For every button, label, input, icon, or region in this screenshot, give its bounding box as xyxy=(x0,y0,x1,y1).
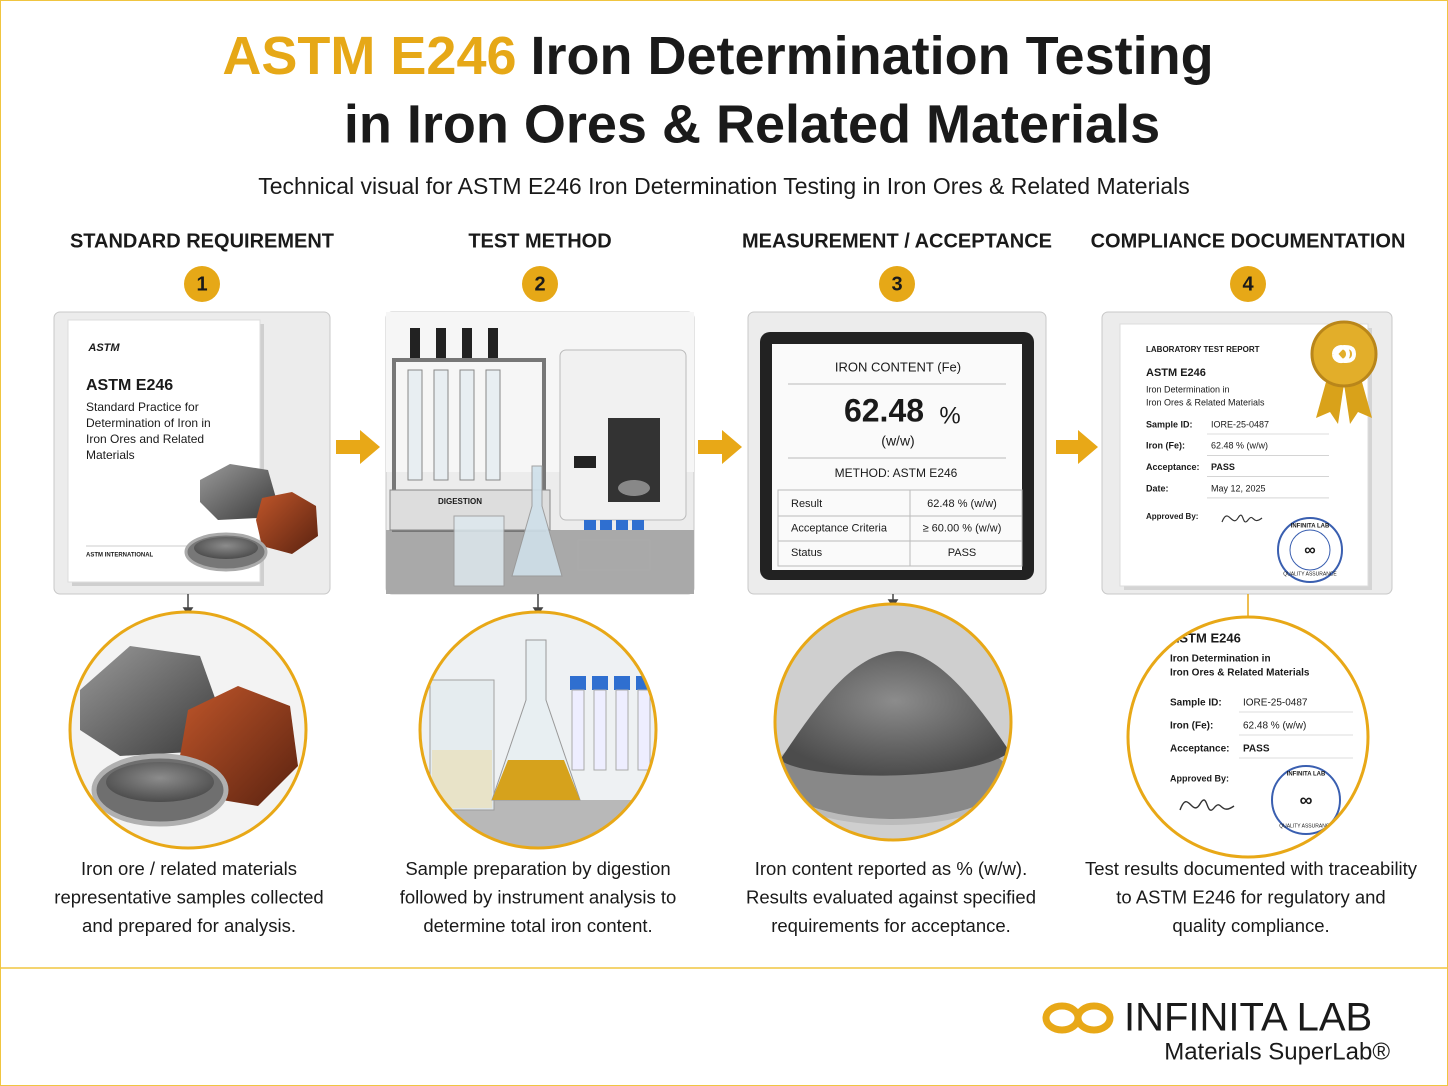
step-description: quality compliance. xyxy=(1172,915,1329,936)
approved-label: Approved By: xyxy=(1170,773,1229,783)
zoom-rings xyxy=(68,602,1370,859)
step-number: 3 xyxy=(891,273,902,295)
step-description: followed by instrument analysis to xyxy=(400,886,677,907)
row-value: 62.48 % (w/w) xyxy=(927,498,997,510)
step-heading: COMPLIANCE DOCUMENTATION xyxy=(1091,230,1406,252)
step-heading: STANDARD REQUIREMENT xyxy=(70,230,334,252)
step-heading: TEST METHOD xyxy=(468,230,611,252)
samples-zoom xyxy=(71,613,305,847)
step-description: Test results documented with traceabilit… xyxy=(1085,858,1418,879)
step-description: determine total iron content. xyxy=(423,915,652,936)
step-badge xyxy=(1230,266,1266,302)
svg-text:∞: ∞ xyxy=(1304,542,1315,559)
display-heading: IRON CONTENT (Fe) xyxy=(835,359,961,374)
display-value-unit: % xyxy=(939,402,960,429)
step-number: 1 xyxy=(196,273,207,295)
doc-title: Iron Ores and Related xyxy=(86,432,204,446)
row-label: Acceptance Criteria xyxy=(791,522,888,534)
powder-zoom xyxy=(776,605,1010,839)
flow-arrows xyxy=(336,430,1098,464)
row-label: Result xyxy=(791,498,822,510)
field-value: 62.48 % (w/w) xyxy=(1211,441,1268,451)
doc-title: Standard Practice for xyxy=(86,400,199,414)
field-label: Sample ID: xyxy=(1146,419,1193,429)
subtitle: Technical visual for ASTM E246 Iron Dete… xyxy=(258,173,1190,199)
test-report: LABORATORY TEST REPORT ASTM E246 Iron De… xyxy=(1119,320,1378,590)
report-title: Iron Ores & Related Materials xyxy=(1146,397,1265,407)
field-label: Date: xyxy=(1146,483,1169,493)
step-badge xyxy=(879,266,915,302)
title-line: in Iron Ores & Related Materials xyxy=(344,94,1160,154)
descriptions: Iron ore / related materials representati… xyxy=(54,858,1418,936)
step-description: and prepared for analysis. xyxy=(82,915,296,936)
step-number: 4 xyxy=(1242,273,1254,295)
result-display: IRON CONTENT (Fe) 62.48 % (w/w) METHOD: … xyxy=(760,332,1034,580)
field-label: Acceptance: xyxy=(1170,744,1229,755)
seal-text: INFINITA LAB xyxy=(1291,524,1330,530)
apparatus: DIGESTION xyxy=(386,312,694,594)
field-value: IORE-25-0487 xyxy=(1243,698,1308,709)
title-text: Iron Determination Testing xyxy=(531,26,1214,86)
field-label: Acceptance: xyxy=(1146,462,1200,472)
step-badge xyxy=(184,266,220,302)
standard-document: ASTM ASTM E246 Standard Practice for Dete… xyxy=(67,319,318,586)
brand-name: INFINITA LAB xyxy=(1124,996,1372,1040)
row-value: ≥ 60.00 % (w/w) xyxy=(923,522,1002,534)
field-label: Sample ID: xyxy=(1170,698,1222,709)
field-value: PASS xyxy=(1243,744,1270,755)
brand-logo xyxy=(1042,1002,1114,1034)
report-code: ASTM E246 xyxy=(1146,367,1206,379)
display-unit: (w/w) xyxy=(881,433,914,449)
step-description: Sample preparation by digestion xyxy=(405,858,670,879)
astm-logo: ASTM xyxy=(87,342,120,354)
seal-text: QUALITY ASSURANCE xyxy=(1279,823,1333,829)
row-value: PASS xyxy=(948,547,977,559)
title-accent: ASTM E246 xyxy=(222,26,516,86)
display-value: 62.48 xyxy=(844,392,924,428)
row-label: Status xyxy=(791,547,823,559)
apparatus-label: DIGESTION xyxy=(438,497,482,506)
svg-text:∞: ∞ xyxy=(1300,790,1313,810)
report-title: Iron Ores & Related Materials xyxy=(1170,668,1310,679)
doc-publisher: ASTM INTERNATIONAL xyxy=(86,553,154,559)
seal-text: QUALITY ASSURANCE xyxy=(1283,571,1337,577)
step-description: Results evaluated against specified xyxy=(746,886,1036,907)
step-description: Iron content reported as % (w/w). xyxy=(755,858,1027,879)
step-number: 2 xyxy=(534,273,545,295)
step-description: representative samples collected xyxy=(54,886,323,907)
step-badge xyxy=(522,266,558,302)
field-value: 62.48 % (w/w) xyxy=(1243,721,1306,732)
report-heading: LABORATORY TEST REPORT xyxy=(1146,345,1260,354)
display-method: METHOD: ASTM E246 xyxy=(835,466,958,480)
brand-tagline: Materials SuperLab® xyxy=(1164,1038,1390,1065)
steps: STANDARD REQUIREMENT 1 TEST METHOD 2 MEASURE… xyxy=(70,230,1405,302)
field-label: Iron (Fe): xyxy=(1146,441,1185,451)
doc-title: Determination of Iron in xyxy=(86,416,211,430)
report-title: Iron Determination in xyxy=(1146,384,1230,394)
step-description: requirements for acceptance. xyxy=(771,915,1011,936)
field-value: IORE-25-0487 xyxy=(1211,419,1269,429)
doc-code: ASTM E246 xyxy=(86,377,173,394)
step-description: Iron ore / related materials xyxy=(81,858,297,879)
title-line: ASTM E246 Iron Determination Testing xyxy=(222,26,1213,86)
field-label: Iron (Fe): xyxy=(1170,721,1213,732)
approved-label: Approved By: xyxy=(1146,512,1198,521)
field-value: PASS xyxy=(1211,462,1235,472)
doc-title: Materials xyxy=(86,448,135,462)
report-title: Iron Determination in xyxy=(1170,654,1271,665)
step-description: to ASTM E246 for regulatory and xyxy=(1116,886,1385,907)
step-heading: MEASUREMENT / ACCEPTANCE xyxy=(742,230,1052,252)
seal-text: INFINITA LAB xyxy=(1287,772,1326,778)
field-value: May 12, 2025 xyxy=(1211,483,1266,493)
